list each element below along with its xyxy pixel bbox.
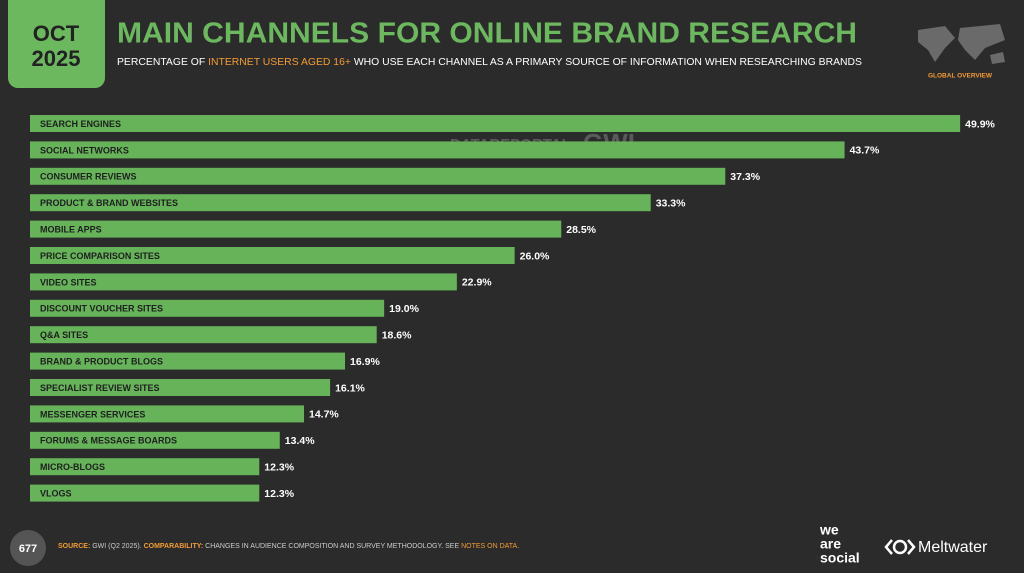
bar <box>30 458 260 476</box>
category-label: MESSENGER SERVICES <box>40 409 145 419</box>
value-label: 33.3% <box>656 197 686 209</box>
logo-line: we <box>819 522 839 538</box>
category-label: PRODUCT & BRAND WEBSITES <box>40 198 178 208</box>
source-label: SOURCE: <box>58 543 90 550</box>
category-label: SOCIAL NETWORKS <box>40 145 129 155</box>
value-label: 12.3% <box>264 461 294 473</box>
region-label: GLOBAL OVERVIEW <box>928 73 993 80</box>
bar <box>30 220 562 238</box>
source-note: SOURCE: GWI (Q2 2025). COMPARABILITY: CH… <box>58 543 519 550</box>
comparability-label: COMPARABILITY: <box>144 543 204 550</box>
bar <box>30 352 346 370</box>
title: MAIN CHANNELS FOR ONLINE BRAND RESEARCH <box>117 18 857 50</box>
world-map <box>918 24 1005 64</box>
subtitle-part: PERCENTAGE OF <box>117 56 208 68</box>
category-label: MOBILE APPS <box>40 224 102 234</box>
bar <box>30 167 726 185</box>
bar <box>30 273 457 291</box>
page-badge <box>10 530 46 566</box>
value-label: 14.7% <box>309 409 339 421</box>
category-label: CONSUMER REVIEWS <box>40 172 137 182</box>
bar <box>30 247 515 264</box>
value-label: 12.3% <box>264 488 294 500</box>
category-label: SPECIALIST REVIEW SITES <box>40 383 160 393</box>
value-label: 49.9% <box>965 118 995 130</box>
value-label: 16.9% <box>350 356 380 368</box>
bar <box>30 299 385 317</box>
value-label: 16.1% <box>335 382 365 394</box>
source-text: GWI (Q2 2025). <box>90 543 143 550</box>
badge-month: OCT <box>33 21 80 46</box>
source-end: . <box>517 543 519 550</box>
bar <box>30 379 331 396</box>
bar <box>30 431 280 449</box>
category-label: DISCOUNT VOUCHER SITES <box>40 304 163 314</box>
subtitle-part: WHO USE EACH CHANNEL AS A PRIMARY SOURCE… <box>351 56 862 68</box>
category-label: VLOGS <box>40 488 72 498</box>
bar <box>30 194 651 212</box>
value-label: 22.9% <box>462 277 492 289</box>
logo-line: social <box>820 550 860 566</box>
bar <box>30 115 961 132</box>
notes-link[interactable]: NOTES ON DATA <box>461 543 517 550</box>
subtitle: PERCENTAGE OF INTERNET USERS AGED 16+ WH… <box>117 56 862 68</box>
page-number: 677 <box>19 543 37 555</box>
date-badge <box>8 0 105 88</box>
bar <box>30 141 845 159</box>
value-label: 19.0% <box>389 303 419 315</box>
partner-icon <box>884 539 916 555</box>
value-label: 28.5% <box>566 224 596 236</box>
category-label: PRICE COMPARISON SITES <box>40 251 160 261</box>
bar <box>30 326 377 344</box>
category-label: BRAND & PRODUCT BLOGS <box>40 356 163 366</box>
bar <box>30 484 260 502</box>
comparability-text: CHANGES IN AUDIENCE COMPOSITION AND SURV… <box>203 543 461 550</box>
partner-logo: Meltwater <box>918 539 988 556</box>
value-label: 37.3% <box>730 171 760 183</box>
bar-chart: SEARCH ENGINES 49.9% SOCIAL NETWORKS 43.7% C… <box>30 115 996 502</box>
category-label: VIDEO SITES <box>40 277 97 287</box>
category-label: SEARCH ENGINES <box>40 119 121 129</box>
badge-year: 2025 <box>32 46 81 71</box>
value-label: 18.6% <box>382 329 412 341</box>
logo-line: are <box>820 536 841 552</box>
value-label: 13.4% <box>285 435 315 447</box>
category-label: FORUMS & MESSAGE BOARDS <box>40 436 177 446</box>
category-label: MICRO-BLOGS <box>40 462 105 472</box>
subtitle-highlight: INTERNET USERS AGED 16+ <box>208 56 351 68</box>
category-label: Q&A SITES <box>40 330 88 340</box>
value-label: 26.0% <box>520 250 550 262</box>
bar <box>30 405 305 423</box>
value-label: 43.7% <box>850 145 880 157</box>
